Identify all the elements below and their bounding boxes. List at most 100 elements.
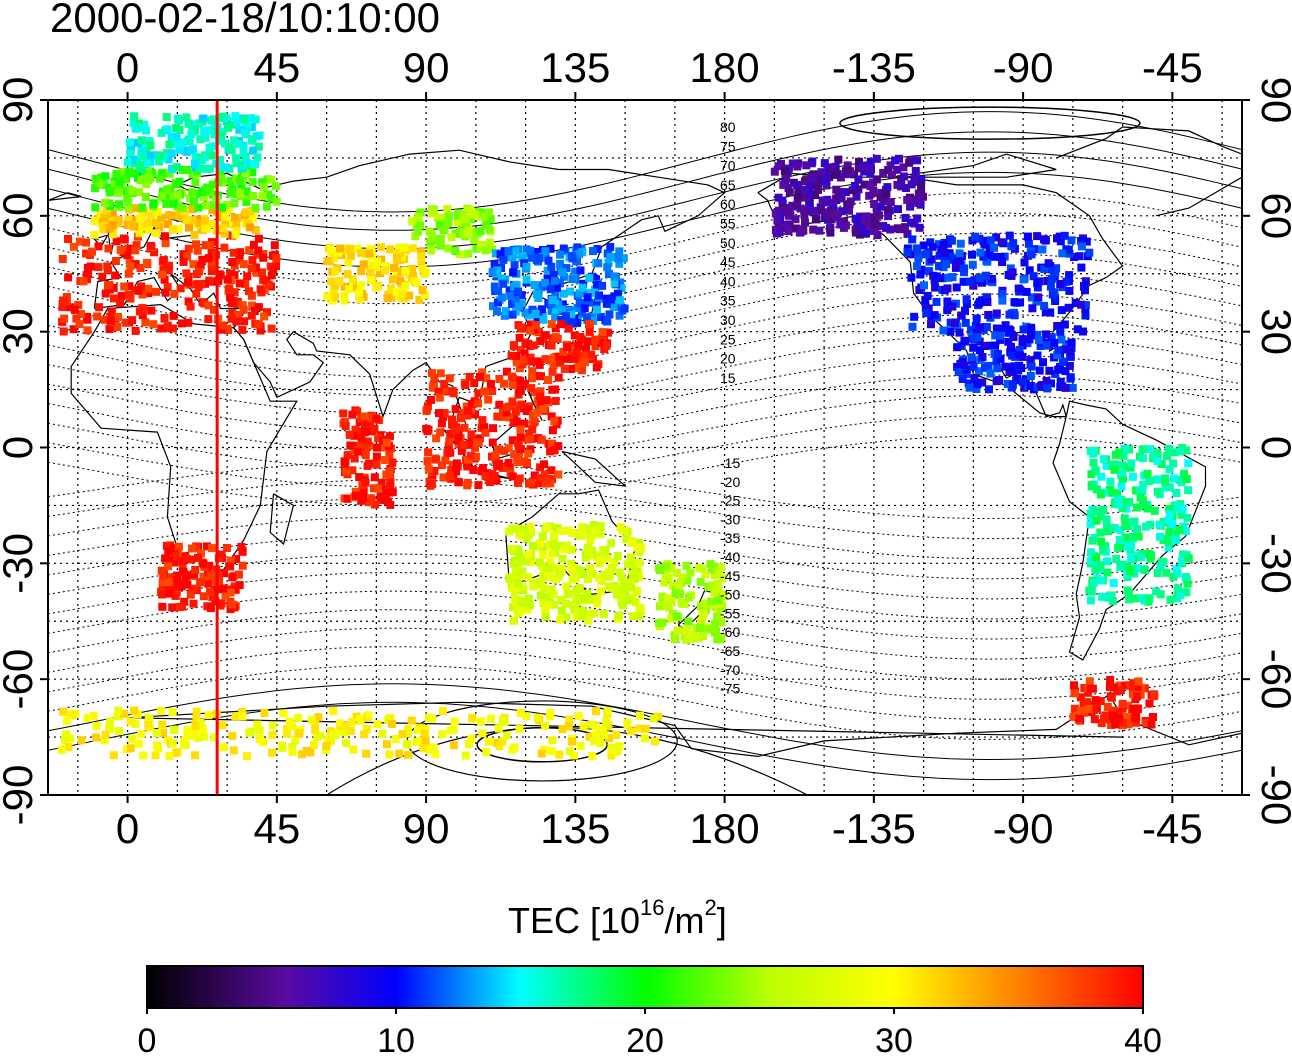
tec-point: [310, 740, 318, 749]
tec-point: [1019, 325, 1028, 334]
tec-point: [1129, 704, 1138, 713]
tec-point: [791, 215, 800, 224]
tec-point: [1172, 489, 1181, 497]
tec-point: [311, 720, 320, 729]
tec-point: [347, 726, 356, 735]
tec-point: [165, 751, 174, 760]
tec-point: [686, 568, 695, 577]
tec-point: [522, 407, 531, 415]
tec-point: [435, 393, 444, 402]
tec-point: [365, 249, 374, 258]
tec-point: [907, 180, 916, 189]
tec-point: [115, 727, 123, 736]
tec-point: [615, 742, 624, 750]
tec-point: [667, 614, 676, 623]
tec-point: [1070, 689, 1079, 698]
tec-point: [1082, 237, 1091, 246]
tec-point: [208, 592, 217, 601]
tec-point: [99, 225, 108, 234]
tec-point: [350, 431, 359, 440]
tec-point: [1154, 475, 1163, 484]
tec-point: [398, 730, 407, 739]
tec-point: [1119, 451, 1128, 460]
tec-point: [137, 176, 146, 185]
tec-point: [91, 184, 100, 193]
contour-label: -70: [720, 662, 740, 678]
tec-point: [1087, 510, 1096, 518]
tec-point: [794, 191, 803, 200]
tec-point: [583, 589, 592, 598]
tec-point: [527, 384, 536, 393]
tec-point: [1073, 325, 1082, 334]
tec-point: [829, 198, 838, 207]
tec-point: [372, 460, 381, 469]
tec-point: [558, 305, 567, 314]
tec-point: [813, 174, 822, 183]
tec-point: [826, 228, 835, 237]
tec-point: [1010, 298, 1019, 307]
lat-tick-label-right: -30: [1253, 533, 1292, 594]
tec-point: [993, 349, 1002, 358]
lat-tick-label-left: -60: [0, 649, 41, 710]
colorbar-tick-label: 10: [377, 1022, 415, 1057]
tec-point: [144, 289, 153, 298]
tec-point: [511, 568, 520, 577]
tec-point: [508, 397, 517, 406]
tec-point: [1089, 578, 1098, 587]
tec-point: [168, 739, 177, 748]
tec-point: [514, 458, 523, 466]
tec-point: [975, 274, 984, 283]
tec-point: [459, 441, 468, 449]
tec-point: [370, 473, 379, 482]
tec-point: [134, 739, 143, 748]
tec-point: [1040, 235, 1048, 244]
tec-point: [939, 241, 948, 249]
tec-point: [635, 539, 644, 547]
tec-point: [1173, 502, 1182, 511]
tec-point: [480, 387, 489, 396]
contour-label: -35: [720, 530, 740, 546]
tec-point: [174, 225, 183, 233]
tec-point: [567, 545, 576, 554]
tec-point: [200, 299, 209, 308]
tec-point: [187, 130, 196, 138]
tec-point: [322, 741, 331, 750]
tec-point: [1146, 554, 1155, 563]
tec-point: [130, 169, 139, 178]
tec-point: [1183, 579, 1192, 588]
tec-point: [800, 210, 809, 219]
tec-point: [573, 304, 582, 313]
tec-point: [547, 320, 556, 329]
tec-point: [1133, 704, 1142, 713]
tec-point: [562, 582, 571, 591]
tec-point: [193, 246, 202, 255]
tec-point: [360, 730, 369, 739]
tec-point: [1136, 553, 1145, 562]
tec-point: [537, 435, 546, 444]
tec-point: [192, 586, 201, 595]
tec-point: [385, 470, 394, 479]
tec-point: [1087, 587, 1096, 596]
tec-point: [181, 575, 190, 583]
tec-point: [554, 570, 563, 579]
tec-point: [200, 127, 209, 136]
tec-point: [999, 325, 1008, 333]
tec-point: [538, 311, 547, 320]
tec-point: [550, 446, 559, 455]
tec-point: [183, 166, 192, 174]
tec-point: [386, 245, 395, 254]
tec-point: [845, 206, 853, 215]
tec-point: [401, 266, 410, 275]
magnetic-contour: [48, 498, 1242, 560]
tec-point: [253, 153, 262, 162]
tec-point: [954, 368, 963, 376]
tec-point: [556, 358, 565, 367]
tec-point: [351, 425, 360, 434]
tec-point: [547, 585, 556, 594]
tec-point: [701, 599, 709, 608]
tec-point: [124, 198, 133, 207]
tec-point: [884, 212, 893, 221]
tec-point: [359, 260, 368, 269]
tec-point: [1054, 346, 1063, 355]
tec-point: [385, 750, 394, 759]
